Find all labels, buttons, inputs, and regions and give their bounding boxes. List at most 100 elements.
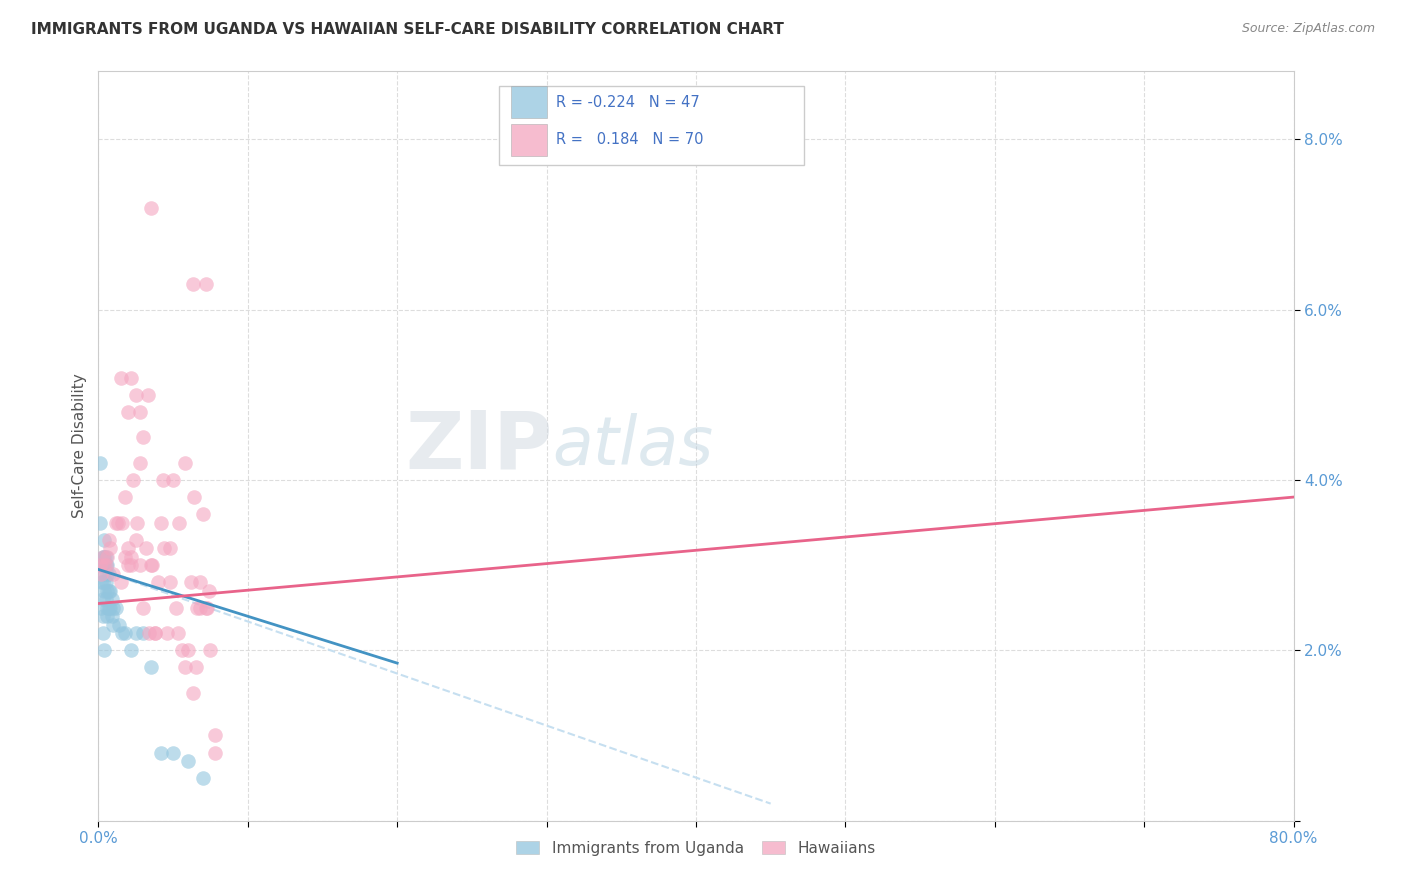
Point [120,558,142,573]
Point [153,541,176,556]
Point [98,600,122,615]
Point [191,507,214,521]
Point [166,626,188,640]
Point [197,600,219,615]
Point [120,371,142,385]
FancyBboxPatch shape [510,87,547,118]
Point [204,729,226,743]
Point [117,558,139,573]
Point [93,566,115,581]
Point [125,533,148,547]
Point [117,405,139,419]
Point [139,201,162,215]
Point [200,643,222,657]
Point [98,541,122,556]
Point [162,473,184,487]
Point [94,592,117,607]
Point [105,600,128,615]
Point [93,583,115,598]
Point [89,456,111,470]
Point [111,626,134,640]
Point [96,583,118,598]
Point [96,566,118,581]
Point [107,516,129,530]
Point [90,575,112,590]
Point [121,473,143,487]
Point [184,660,207,674]
Point [90,558,112,573]
Point [129,405,152,419]
Point [195,600,218,615]
Point [110,575,132,590]
Point [114,490,136,504]
Point [129,456,152,470]
Point [89,516,111,530]
Point [94,575,117,590]
Point [91,558,114,573]
Point [174,660,197,674]
Point [94,558,117,573]
Text: IMMIGRANTS FROM UGANDA VS HAWAIIAN SELF-CARE DISABILITY CORRELATION CHART: IMMIGRANTS FROM UGANDA VS HAWAIIAN SELF-… [31,22,783,37]
Point [97,533,120,547]
Point [191,771,214,785]
Point [129,558,152,573]
Point [96,600,118,615]
Point [159,575,181,590]
Point [97,566,120,581]
Point [89,558,111,573]
Text: Source: ZipAtlas.com: Source: ZipAtlas.com [1241,22,1375,36]
Point [125,626,148,640]
Point [177,754,200,768]
Point [172,643,194,657]
Point [101,592,124,607]
Text: ZIP: ZIP [405,407,553,485]
Point [96,558,118,573]
Point [167,516,190,530]
Point [94,549,117,564]
Point [177,643,200,657]
Point [148,575,170,590]
Point [139,660,162,674]
Point [105,516,128,530]
Point [181,277,204,292]
FancyBboxPatch shape [510,124,547,155]
Text: R = -0.224   N = 47: R = -0.224 N = 47 [557,95,700,110]
Point [181,686,204,700]
Point [204,746,226,760]
Point [91,549,114,564]
Point [152,473,174,487]
Point [186,600,208,615]
Point [97,583,120,598]
Text: atlas: atlas [553,413,714,479]
Point [120,549,142,564]
Point [188,575,211,590]
FancyBboxPatch shape [499,87,804,165]
Point [136,388,159,402]
Point [198,583,221,598]
Point [114,549,136,564]
Point [96,609,118,624]
Point [93,558,115,573]
Point [195,277,218,292]
Point [93,643,115,657]
Point [94,558,117,573]
Point [91,609,114,624]
Point [132,430,155,444]
Point [93,533,115,547]
Point [108,617,131,632]
Point [91,575,114,590]
Point [141,558,163,573]
Point [110,371,132,385]
Point [117,541,139,556]
Point [91,626,114,640]
Point [91,549,114,564]
Text: R =   0.184   N = 70: R = 0.184 N = 70 [557,132,703,147]
Point [96,549,118,564]
Point [138,626,160,640]
Point [143,626,166,640]
Point [103,566,125,581]
Point [174,456,197,470]
Point [103,600,125,615]
Point [180,575,202,590]
Point [159,541,181,556]
